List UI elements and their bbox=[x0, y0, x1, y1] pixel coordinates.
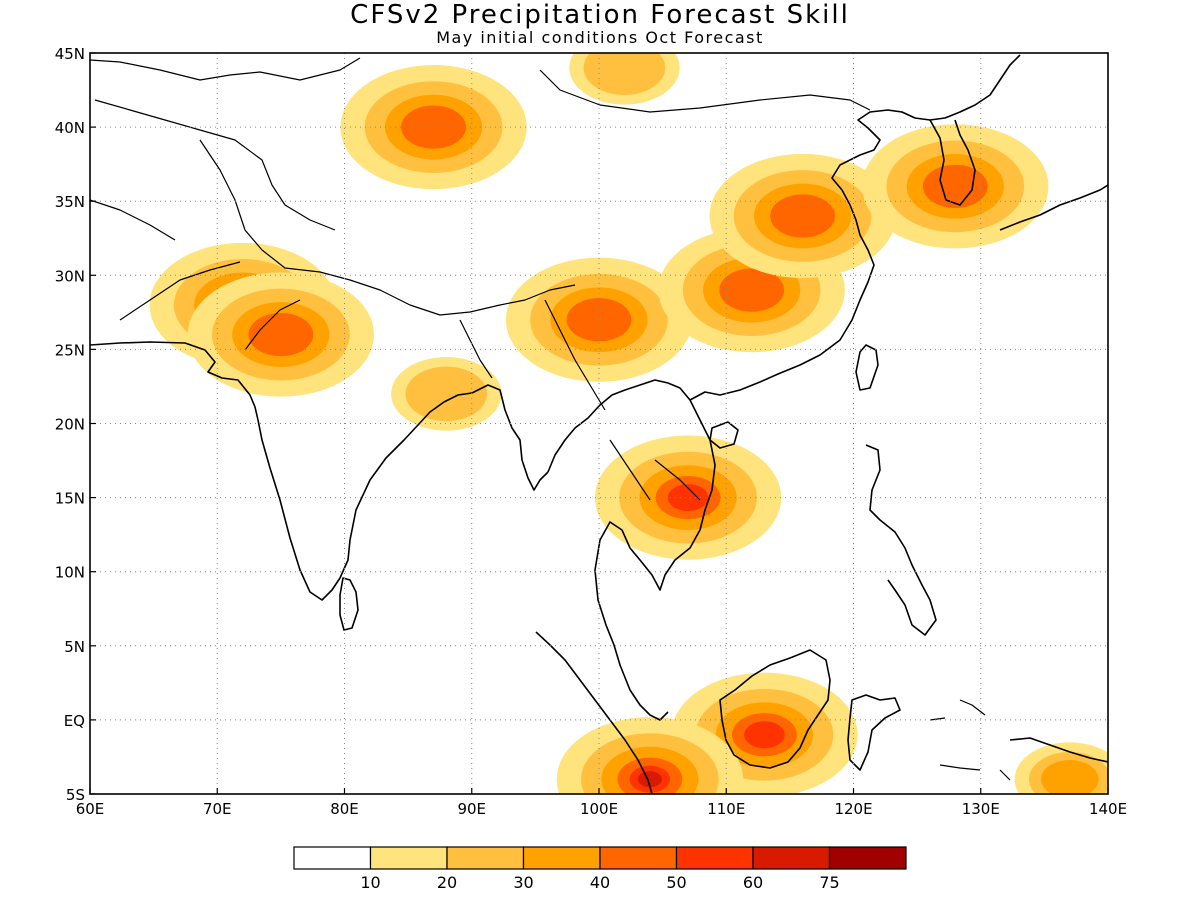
lat-tick-label: EQ bbox=[64, 712, 85, 730]
chart-title: CFSv2 Precipitation Forecast Skill bbox=[350, 0, 850, 30]
colorbar-label: 30 bbox=[513, 873, 533, 892]
colorbar-swatch bbox=[599, 846, 678, 870]
lon-tick-label: 110E bbox=[707, 800, 745, 818]
colorbar: 10 20 30 40 50 60 75 bbox=[293, 846, 907, 892]
lon-tick-label: 140E bbox=[1089, 800, 1127, 818]
lon-tick-label: 130E bbox=[962, 800, 1000, 818]
lat-tick-label: 25N bbox=[55, 341, 85, 359]
skill-region-korea bbox=[862, 124, 1049, 249]
lat-tick-label: 20N bbox=[55, 416, 85, 434]
colorbar-label: 50 bbox=[666, 873, 686, 892]
coastline-sri-lanka bbox=[339, 577, 359, 631]
skill-region-northwest-india bbox=[187, 272, 375, 397]
skill-contour bbox=[1041, 759, 1099, 794]
coastline-taiwan bbox=[855, 344, 879, 391]
lat-tick-label: 45N bbox=[55, 45, 85, 63]
skill-region-new-guinea bbox=[1014, 742, 1108, 794]
coastline-sulawesi bbox=[847, 694, 901, 771]
skill-contour bbox=[744, 721, 785, 749]
lon-tick-label: 70E bbox=[203, 800, 232, 818]
colorbar-swatch bbox=[828, 846, 907, 870]
skill-contour bbox=[922, 164, 988, 208]
skill-region-mongolia bbox=[569, 53, 680, 105]
skill-region-sumatra-south bbox=[556, 717, 744, 794]
colorbar-label: 60 bbox=[743, 873, 763, 892]
colorbar-swatch bbox=[752, 846, 831, 870]
coastline-sumatra bbox=[535, 631, 653, 794]
skill-contour bbox=[719, 268, 785, 312]
latitude-axis: 45N 40N 35N 30N 25N 20N 15N 10N 5N EQ 5S bbox=[55, 45, 96, 804]
skill-contour bbox=[401, 105, 466, 149]
lon-tick-label: 90E bbox=[457, 800, 486, 818]
lon-tick-label: 100E bbox=[580, 800, 618, 818]
lon-tick-label: 80E bbox=[330, 800, 359, 818]
lat-tick-label: 30N bbox=[55, 267, 85, 285]
lat-tick-label: 35N bbox=[55, 193, 85, 211]
lat-tick-label: 5N bbox=[64, 638, 85, 656]
colorbar-swatch bbox=[293, 846, 372, 870]
gridlines bbox=[90, 53, 1108, 794]
skill-contour bbox=[248, 312, 314, 357]
coastline-new-guinea bbox=[1009, 737, 1108, 763]
country-borders bbox=[90, 57, 871, 501]
skill-contour bbox=[405, 366, 488, 422]
skill-region-east-china bbox=[709, 153, 896, 279]
skill-contour bbox=[566, 298, 632, 342]
chart-subtitle: May initial conditions Oct Forecast bbox=[436, 28, 764, 47]
skill-contour bbox=[637, 771, 663, 788]
lat-tick-label: 40N bbox=[55, 119, 85, 137]
colorbar-swatch bbox=[446, 846, 525, 870]
lon-tick-label: 120E bbox=[834, 800, 872, 818]
skill-contour bbox=[583, 53, 666, 96]
coastlines bbox=[90, 54, 1108, 794]
skill-contour bbox=[667, 484, 709, 512]
lat-tick-label: 10N bbox=[55, 564, 85, 582]
colorbar-label: 10 bbox=[360, 873, 380, 892]
coastline-japan bbox=[999, 184, 1108, 231]
coastline-southeast-asia bbox=[547, 379, 716, 721]
skill-region-vietnam bbox=[594, 435, 782, 560]
colorbar-label: 20 bbox=[437, 873, 457, 892]
colorbar-label: 75 bbox=[819, 873, 839, 892]
skill-region-bengal bbox=[391, 357, 502, 431]
colorbar-swatch bbox=[369, 846, 448, 870]
skill-contour bbox=[770, 194, 835, 238]
colorbar-swatch bbox=[522, 846, 601, 870]
longitude-axis: 60E 70E 80E 90E 100E 110E 120E 130E 140E bbox=[76, 788, 1127, 818]
skill-shading bbox=[149, 53, 1108, 794]
lat-tick-label: 15N bbox=[55, 490, 85, 508]
coastline-korea bbox=[929, 119, 976, 206]
indonesia-islands bbox=[929, 699, 1011, 781]
colorbar-swatch bbox=[675, 846, 754, 870]
colorbar-label: 40 bbox=[590, 873, 610, 892]
skill-region-yunnan bbox=[505, 257, 693, 382]
coastline-philippines bbox=[865, 444, 937, 636]
coastline-borneo bbox=[719, 649, 831, 769]
coastline-china bbox=[689, 54, 1021, 401]
lat-tick-label: 5S bbox=[66, 786, 85, 804]
coastline-west-asia-india bbox=[90, 341, 549, 601]
coastline-hainan bbox=[709, 421, 739, 449]
lon-tick-label: 60E bbox=[76, 800, 105, 818]
skill-region-tibet-north bbox=[340, 65, 527, 190]
